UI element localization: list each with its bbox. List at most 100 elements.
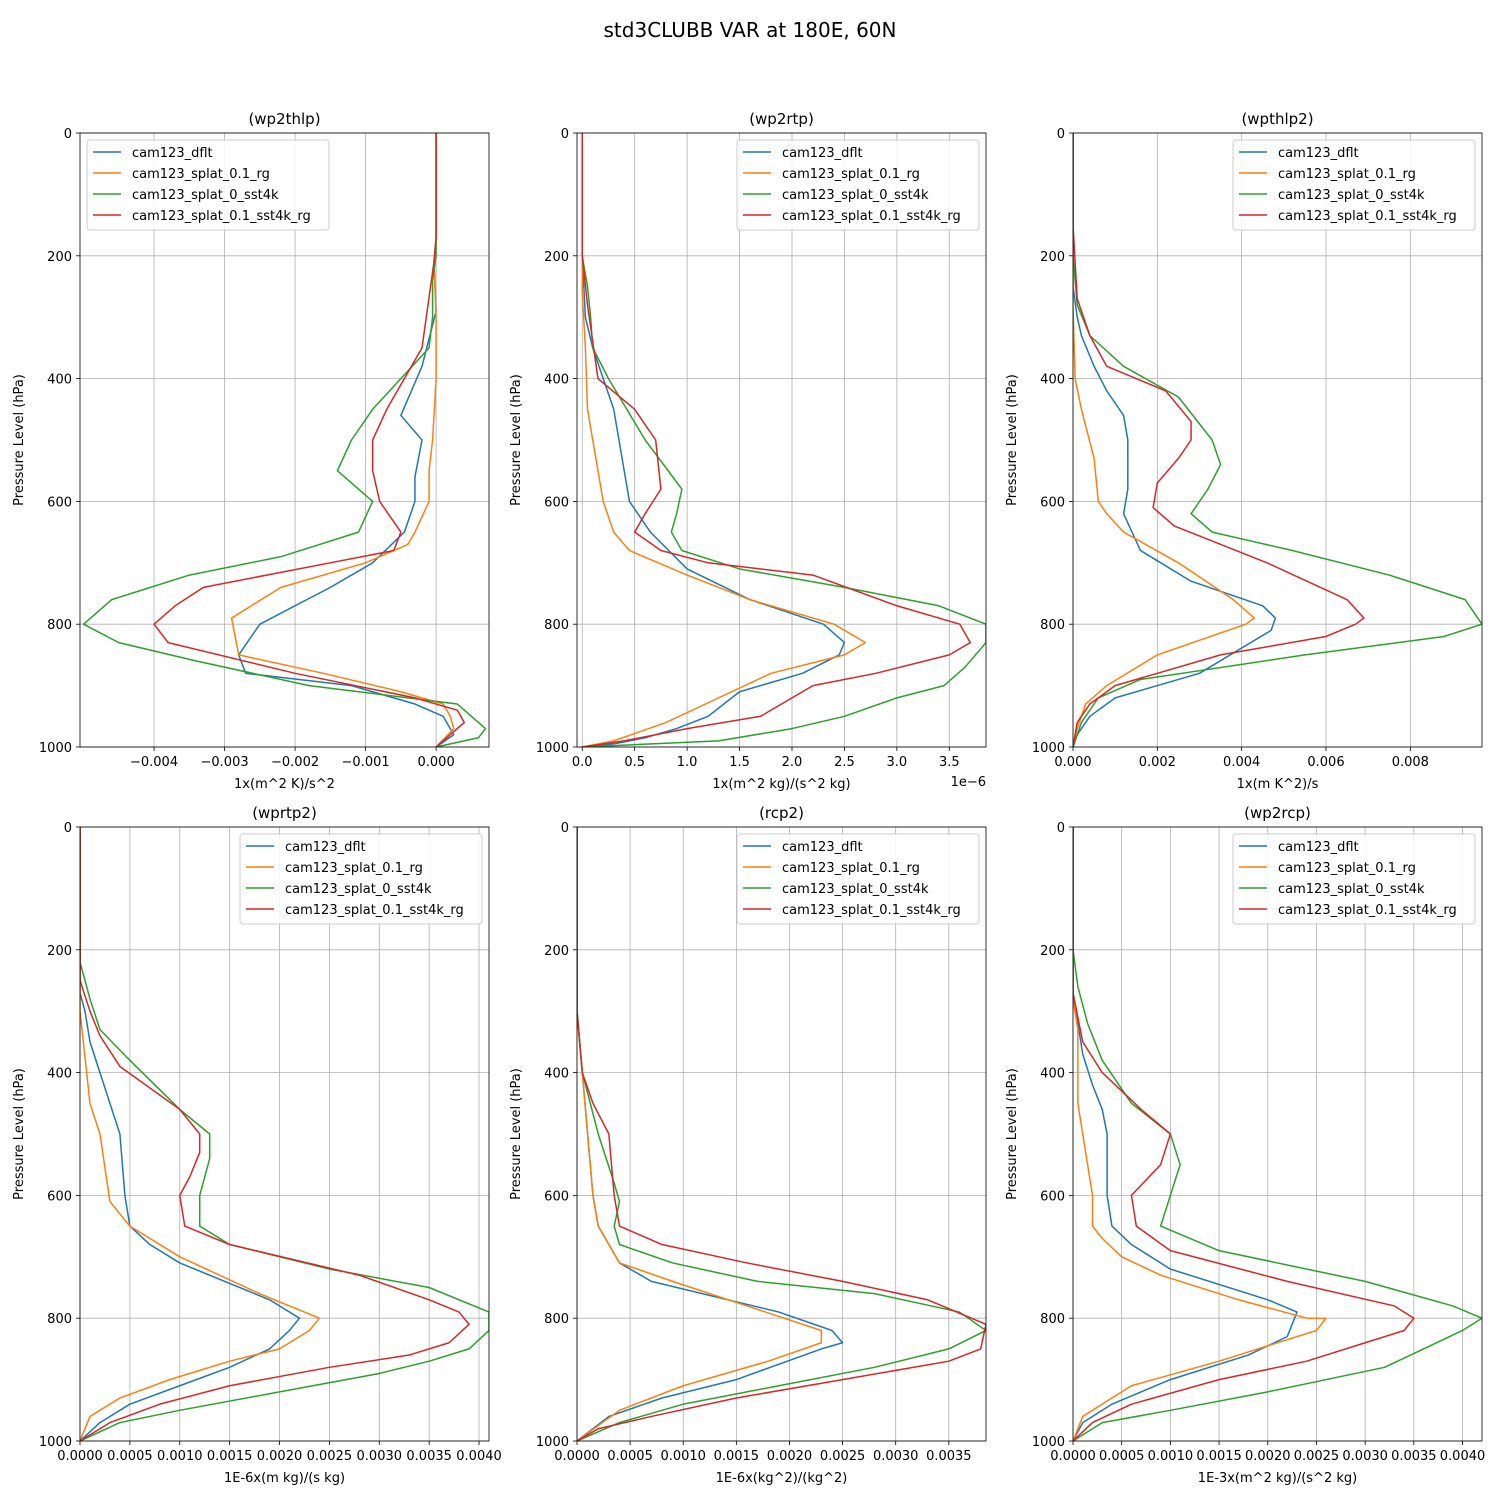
- legend-label: cam123_dflt: [132, 146, 213, 161]
- axes-frame: [79, 826, 490, 1442]
- y-tick-label: 1000: [536, 741, 569, 756]
- x-tick-label: −0.001: [342, 755, 390, 770]
- series-line-cam123_splat_0.1_rg: [80, 827, 321, 1441]
- legend: cam123_dflt cam123_splat_0.1_rg cam123_spl…: [86, 139, 330, 231]
- series-line-cam123_splat_0_sst4k: [1073, 133, 1482, 747]
- legend-box: [1232, 139, 1476, 231]
- series-line-cam123_splat_0.1_rg: [1073, 827, 1327, 1441]
- figure-title: std3CLUBB VAR at 180E, 60N: [604, 18, 897, 42]
- y-tick-label: 400: [544, 373, 569, 388]
- x-axis-label: 1E-6x(m kg)/(s kg): [224, 1471, 345, 1486]
- legend-label: cam123_splat_0.1_rg: [782, 861, 920, 876]
- legend-label: cam123_splat_0_sst4k: [285, 882, 432, 897]
- legend-label: cam123_dflt: [1278, 146, 1359, 161]
- series-line-cam123_splat_0.1_sst4k_rg: [1073, 133, 1365, 747]
- x-axis-label: 1x(m^2 K)/s^2: [234, 777, 335, 792]
- y-tick-label: 600: [1040, 1189, 1065, 1204]
- y-tick-label: 200: [544, 250, 569, 265]
- x-tick-label: 3.5: [939, 755, 960, 770]
- y-tick-label: 600: [47, 1189, 72, 1204]
- x-tick-label: 0.0005: [607, 1449, 653, 1464]
- y-tick-label: 800: [1040, 618, 1065, 633]
- legend-label: cam123_splat_0.1_sst4k_rg: [1278, 903, 1457, 918]
- y-tick-label: 800: [544, 618, 569, 633]
- y-tick-label: 400: [47, 373, 72, 388]
- legend-label: cam123_splat_0.1_rg: [285, 861, 423, 876]
- x-tick-label: 0.0000: [1050, 1449, 1096, 1464]
- panel-6: 0.0000 0.0005 0.0010 0.0015 0.0020 0.0025 0.00…: [1005, 804, 1485, 1486]
- x-tick-label: 0.0020: [767, 1449, 813, 1464]
- x-tick-label: 0.0010: [157, 1449, 203, 1464]
- x-tick-label: 0.0025: [307, 1449, 353, 1464]
- legend-label: cam123_splat_0_sst4k: [782, 188, 929, 203]
- x-tick-label: 0.0030: [1342, 1449, 1388, 1464]
- legend-label: cam123_splat_0.1_sst4k_rg: [285, 903, 464, 918]
- legend: cam123_dflt cam123_splat_0.1_rg cam123_spl…: [736, 833, 980, 925]
- legend-label: cam123_splat_0_sst4k: [1278, 188, 1425, 203]
- y-axis-label: Pressure Level (hPa): [12, 1068, 27, 1200]
- x-tick-label: 0.0035: [926, 1449, 972, 1464]
- x-tick-label: 0.0040: [1440, 1449, 1486, 1464]
- x-tick-label: 0.0030: [873, 1449, 919, 1464]
- legend: cam123_dflt cam123_splat_0.1_rg cam123_spl…: [1232, 139, 1476, 231]
- legend-label: cam123_splat_0.1_sst4k_rg: [132, 209, 311, 224]
- legend: cam123_dflt cam123_splat_0.1_rg cam123_spl…: [1232, 833, 1476, 925]
- y-tick-label: 200: [47, 250, 72, 265]
- x-tick-label: 0.0: [572, 755, 593, 770]
- panels: −0.004 −0.003 −0.002 −0.001 0.00002004006008…: [12, 110, 1485, 1486]
- x-tick-label: 0.0035: [1391, 1449, 1437, 1464]
- series-line-cam123_splat_0_sst4k: [577, 827, 986, 1441]
- y-tick-label: 0: [64, 127, 72, 142]
- x-tick-label: 3.0: [887, 755, 908, 770]
- y-tick-label: 600: [544, 495, 569, 510]
- y-tick-label: 0: [1057, 127, 1065, 142]
- series-line-cam123_dflt: [80, 827, 301, 1441]
- x-tick-label: 0.0005: [1099, 1449, 1145, 1464]
- x-tick-label: −0.003: [201, 755, 249, 770]
- x-tick-label: 0.0010: [660, 1449, 706, 1464]
- y-tick-label: 600: [544, 1189, 569, 1204]
- legend-label: cam123_splat_0.1_rg: [1278, 167, 1416, 182]
- panel-1: −0.004 −0.003 −0.002 −0.001 0.000 0 200 400 600 8…: [12, 110, 490, 792]
- x-axis-label: 1E-6x(kg^2)/(kg^2): [716, 1471, 848, 1486]
- legend: cam123_dflt cam123_splat_0.1_rg cam123_spl…: [736, 139, 980, 231]
- panel-4: 0.0000 0.0005 0.0010 0.0015 0.0020 0.0025 0.00…: [12, 804, 502, 1486]
- legend-box: [736, 833, 980, 925]
- y-tick-label: 800: [1040, 1312, 1065, 1327]
- series-line-cam123_splat_0.1_rg: [1073, 133, 1256, 747]
- panel-3: 0.000 0.002 0.004 0.006 0.008 0 200 400 600 800 10…: [1005, 110, 1483, 792]
- x-tick-label: 1.5: [729, 755, 750, 770]
- x-tick-label: 0.000: [1054, 755, 1091, 770]
- series-line-cam123_splat_0.1_rg: [577, 827, 823, 1441]
- legend-label: cam123_splat_0.1_sst4k_rg: [782, 903, 961, 918]
- y-tick-label: 800: [544, 1312, 569, 1327]
- y-tick-label: 400: [1040, 373, 1065, 388]
- x-tick-label: 0.0035: [406, 1449, 452, 1464]
- x-tick-label: 0.0040: [456, 1449, 502, 1464]
- y-tick-label: 800: [47, 618, 72, 633]
- x-tick-label: 0.004: [1223, 755, 1260, 770]
- legend-box: [239, 833, 483, 925]
- x-axis-label: 1x(m^2 kg)/(s^2 kg): [712, 777, 850, 792]
- legend-label: cam123_splat_0_sst4k: [132, 188, 279, 203]
- y-tick-label: 400: [544, 1067, 569, 1082]
- y-tick-label: 0: [561, 127, 569, 142]
- y-tick-label: 200: [1040, 944, 1065, 959]
- axes-frame: [79, 132, 490, 748]
- series-line-cam123_dflt: [1073, 133, 1277, 747]
- y-tick-label: 200: [47, 944, 72, 959]
- y-axis-label: Pressure Level (hPa): [1005, 374, 1020, 506]
- y-tick-label: 1000: [1032, 741, 1065, 756]
- x-axis-label: 1x(m K^2)/s: [1237, 777, 1319, 792]
- series-line-cam123_splat_0.1_rg: [581, 133, 867, 747]
- y-tick-label: 200: [1040, 250, 1065, 265]
- x-tick-label: 0.0020: [257, 1449, 303, 1464]
- panel-title: (wpthlp2): [1241, 110, 1313, 128]
- y-tick-label: 400: [1040, 1067, 1065, 1082]
- y-tick-label: 800: [47, 1312, 72, 1327]
- legend-label: cam123_splat_0.1_sst4k_rg: [782, 209, 961, 224]
- x-tick-label: 0.008: [1392, 755, 1429, 770]
- x-tick-label: 0.0010: [1148, 1449, 1194, 1464]
- x-tick-label: 0.0025: [1294, 1449, 1340, 1464]
